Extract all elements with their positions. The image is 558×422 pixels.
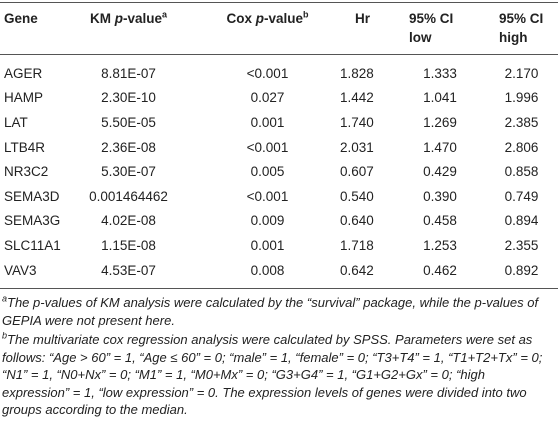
value-cell: 2.355 <box>504 237 539 253</box>
value-cell: 5.30E-07 <box>101 164 156 180</box>
value-cell: 0.458 <box>423 213 457 229</box>
header-cell: Gene <box>0 3 62 55</box>
value-cell: 4.02E-08 <box>101 213 156 229</box>
value-cell: <0.001 <box>246 188 289 204</box>
value-cell: 0.429 <box>423 164 457 180</box>
header-line: low <box>409 30 432 45</box>
header-row: Gene KM p-valuea Cox p-valueb Hr 95% CI low 95… <box>0 2 558 55</box>
gene-cell: NR3C2 <box>4 164 49 180</box>
results-table: Gene KM p-valuea Cox p-valueb Hr 95% CI low 95… <box>0 2 558 289</box>
gene-cell: SLC11A1 <box>4 237 61 253</box>
footnote: bThe multivariate cox regression analysi… <box>2 331 554 419</box>
header-cell: 95% CI high <box>485 3 558 55</box>
gene-cell: LTB4R <box>4 139 46 155</box>
value-cell: 1.740 <box>340 114 374 130</box>
value-cell: 1.996 <box>504 90 539 106</box>
header-cell: Cox p-valueb <box>195 3 340 55</box>
value-cell: 0.009 <box>250 213 285 229</box>
value-cell: <0.001 <box>246 65 289 81</box>
value-cell: 1.269 <box>423 114 457 130</box>
header-text: Cox <box>226 11 256 26</box>
value-cell: 1.828 <box>340 65 374 81</box>
header-text: -value <box>263 11 304 26</box>
value-cell: 2.36E-08 <box>101 139 156 155</box>
gene-cell: SEMA3G <box>4 213 61 229</box>
header-cell: KM p-valuea <box>62 3 195 55</box>
table-row: NR3C2 5.30E-07 0.005 0.607 0.429 0.858 <box>0 159 558 184</box>
footnote-text: The multivariate cox regression analysis… <box>2 332 543 418</box>
table-row: SEMA3G 4.02E-08 0.009 0.640 0.458 0.894 <box>0 209 558 234</box>
header-text: -value <box>122 11 162 26</box>
value-cell: 0.462 <box>423 262 457 278</box>
gene-cell: VAV3 <box>4 262 37 278</box>
table-row: LTB4R 2.36E-08 <0.001 2.031 1.470 2.806 <box>0 135 558 160</box>
table-row: LAT 5.50E-05 0.001 1.740 1.269 2.385 <box>0 110 558 135</box>
gene-cell: HAMP <box>4 90 44 106</box>
gene-cell: SEMA3D <box>4 188 60 204</box>
value-cell: 1.470 <box>423 139 457 155</box>
value-cell: 0.640 <box>340 213 374 229</box>
header-italic: p <box>114 11 123 26</box>
value-cell: 0.894 <box>504 213 539 229</box>
value-cell: 0.607 <box>340 164 374 180</box>
value-cell: 0.540 <box>340 188 374 204</box>
value-cell: 2.806 <box>504 139 539 155</box>
value-cell: 2.385 <box>504 114 539 130</box>
value-cell: 0.642 <box>340 262 374 278</box>
header-text: Hr <box>354 11 370 26</box>
footnote-text: The p-values of KM analysis were calcula… <box>2 295 539 328</box>
header-text: Gene <box>4 11 38 26</box>
value-cell: 1.333 <box>423 65 457 81</box>
value-cell: 2.170 <box>504 65 539 81</box>
value-cell: 1.442 <box>340 90 374 106</box>
table-row: VAV3 4.53E-07 0.008 0.642 0.462 0.892 <box>0 258 558 289</box>
value-cell: 0.390 <box>423 188 457 204</box>
header-cell: 95% CI low <box>395 3 485 55</box>
gene-cell: LAT <box>4 114 28 130</box>
table-row: AGER 8.81E-07 <0.001 1.828 1.333 2.170 <box>0 55 558 86</box>
value-cell: 5.50E-05 <box>101 114 156 130</box>
header-text: KM <box>89 11 115 26</box>
value-cell: 0.005 <box>250 164 285 180</box>
value-cell: 0.001 <box>250 114 285 130</box>
header-italic: p <box>255 11 264 26</box>
value-cell: 4.53E-07 <box>101 262 156 278</box>
value-cell: 0.001 <box>250 237 285 253</box>
table-row: SEMA3D 0.001464462 <0.001 0.540 0.390 0.749 <box>0 184 558 209</box>
header-line: 95% CI <box>499 11 544 26</box>
footnote-marker: a <box>162 9 168 20</box>
value-cell: 0.001464462 <box>89 188 168 204</box>
footnote-marker: b <box>2 331 8 342</box>
footnote: aThe p-values of KM analysis were calcul… <box>2 294 554 329</box>
value-cell: 0.027 <box>250 90 285 106</box>
value-cell: 0.892 <box>504 262 539 278</box>
header-cell: Hr <box>340 3 395 55</box>
value-cell: 0.008 <box>250 262 285 278</box>
value-cell: 1.15E-08 <box>101 237 156 253</box>
footnote-marker: a <box>2 294 8 305</box>
value-cell: 2.031 <box>340 139 374 155</box>
value-cell: 8.81E-07 <box>101 65 156 81</box>
header-line: high <box>499 30 528 45</box>
table-row: SLC11A1 1.15E-08 0.001 1.718 1.253 2.355 <box>0 233 558 258</box>
value-cell: 0.749 <box>504 188 539 204</box>
value-cell: 1.253 <box>423 237 457 253</box>
value-cell: 1.041 <box>423 90 457 106</box>
footnote-marker: b <box>303 9 309 20</box>
gene-cell: AGER <box>4 65 43 81</box>
header-line: 95% CI <box>409 11 454 26</box>
table-body: AGER 8.81E-07 <0.001 1.828 1.333 2.170 HAMP 2.3… <box>0 55 558 289</box>
value-cell: <0.001 <box>246 139 289 155</box>
footnotes: aThe p-values of KM analysis were calcul… <box>0 289 558 419</box>
value-cell: 2.30E-10 <box>101 90 156 106</box>
value-cell: 1.718 <box>340 237 374 253</box>
table-row: HAMP 2.30E-10 0.027 1.442 1.041 1.996 <box>0 86 558 111</box>
value-cell: 0.858 <box>504 164 539 180</box>
